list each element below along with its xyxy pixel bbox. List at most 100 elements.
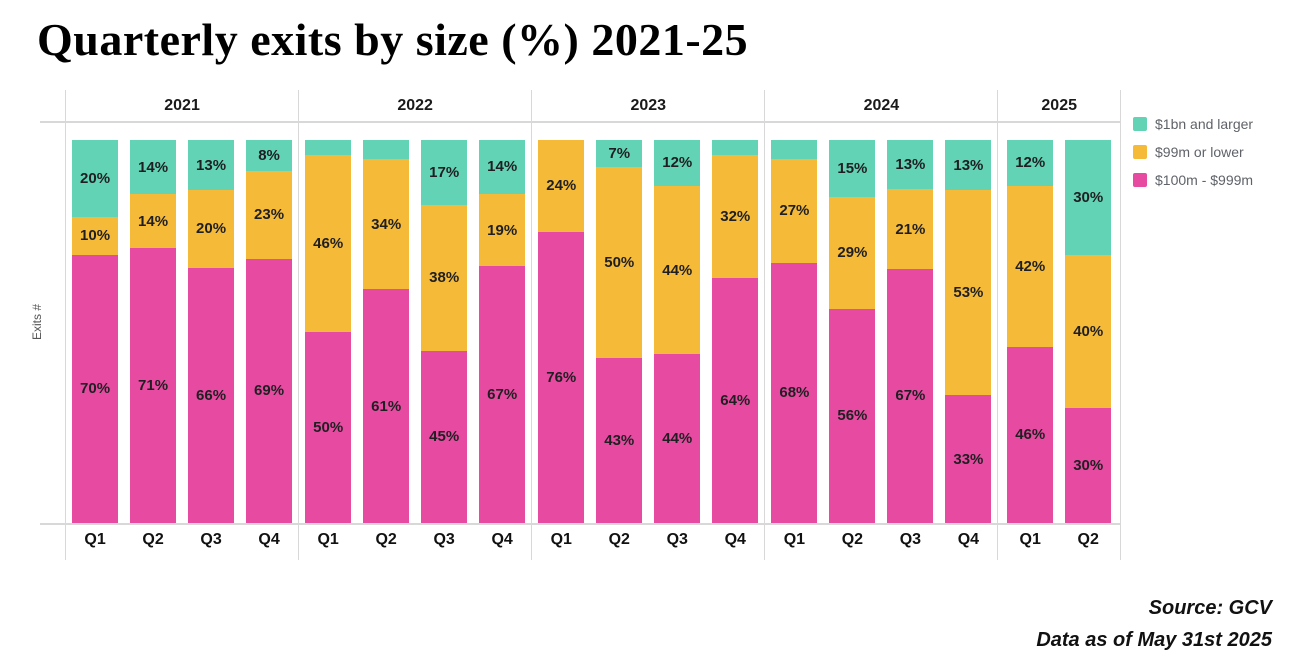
segment-value-label: 45% — [429, 428, 460, 446]
quarter-column: 12% 42% 46% Q1 — [1007, 140, 1054, 560]
bar-segment — [363, 140, 410, 160]
segment-value-label: 50% — [604, 254, 635, 272]
quarter-column: 13% 20% 66% Q3 — [188, 140, 235, 560]
quarter-axis-label: Q4 — [258, 531, 280, 548]
segment-value-label: 68% — [779, 384, 810, 402]
quarter-axis-label: Q1 — [1019, 531, 1041, 548]
bar-segment: 70% — [72, 254, 119, 523]
legend-label: $99m or lower — [1155, 144, 1244, 160]
header-gridline — [40, 121, 1121, 123]
group-columns: 12% 42% 46% Q1 30% 40% 30% Q2 — [998, 122, 1120, 560]
bar-segment: 69% — [246, 258, 293, 523]
quarter-column: 27% 68% Q1 — [771, 140, 818, 560]
bar-segment — [305, 140, 352, 156]
bar-segment: 12% — [1007, 140, 1054, 186]
segment-value-label: 40% — [1073, 323, 1104, 340]
segment-value-label: 70% — [80, 380, 111, 398]
bar-segment: 23% — [246, 170, 293, 259]
segment-value-label: 19% — [487, 221, 518, 239]
bar-segment: 33% — [945, 395, 992, 524]
bar-segment: 45% — [421, 350, 468, 523]
quarter-column: 46% 50% Q1 — [305, 140, 352, 560]
stacked-bar-2024-Q1: 27% 68% — [771, 140, 818, 523]
quarter-column: 30% 40% 30% Q2 — [1065, 140, 1112, 560]
bar-segment: 10% — [72, 216, 119, 255]
year-axis-label: 2025 — [1041, 97, 1077, 114]
bar-segment: 20% — [72, 140, 119, 217]
source-line-2: Data as of May 31st 2025 — [1036, 629, 1272, 651]
stacked-bar-2021-Q1: 20% 10% 70% — [72, 140, 119, 523]
group-columns: 20% 10% 70% Q1 14% 14% 71% Q2 13% 20% 66% Q3 8% 23% 69… — [66, 122, 298, 560]
segment-value-label: 38% — [429, 269, 460, 287]
segment-value-label: 12% — [1015, 154, 1046, 172]
stacked-bar-2021-Q2: 14% 14% 71% — [130, 140, 177, 523]
bar-segment: 50% — [596, 166, 643, 359]
bar-segment: 64% — [712, 277, 759, 523]
segment-value-label: 8% — [258, 146, 280, 164]
segment-value-label: 67% — [895, 387, 926, 405]
stacked-bar-2023-Q3: 12% 44% 44% — [654, 140, 701, 523]
segment-value-label: 50% — [313, 418, 344, 436]
quarter-axis-label: Q4 — [724, 531, 746, 548]
stacked-bar-2025-Q2: 30% 40% 30% — [1065, 140, 1112, 524]
quarter-axis-label: Q2 — [841, 531, 864, 548]
quarter-axis-label: Q3 — [666, 531, 688, 548]
bar-segment: 42% — [1007, 185, 1054, 347]
bar-segment: 38% — [421, 205, 468, 351]
bar-segment: 13% — [188, 140, 235, 191]
segment-value-label: 46% — [1015, 426, 1046, 444]
year-group-2021: 2021 20% 10% 70% Q1 14% 14% 71% Q2 13% 20% 66% Q3 8% 2… — [65, 90, 298, 560]
quarter-axis-label: Q2 — [1077, 531, 1099, 548]
bar-segment: 32% — [712, 155, 759, 278]
year-axis-label: 2022 — [397, 97, 433, 114]
legend-swatch-teal-icon — [1133, 117, 1147, 131]
segment-value-label: 71% — [138, 377, 169, 395]
year-axis-label: 2024 — [863, 97, 900, 114]
segment-value-label: 46% — [313, 234, 344, 252]
bar-segment: 27% — [771, 159, 818, 263]
legend-swatch-pink-icon — [1133, 173, 1147, 187]
quarter-column: 32% 64% Q4 — [712, 140, 759, 560]
year-group-2022: 2022 46% 50% Q1 34% 61% Q2 17% 38% 45% Q3 14% 19% 67%… — [298, 90, 531, 560]
stacked-bar-2024-Q2: 15% 29% 56% — [829, 140, 876, 523]
segment-value-label: 12% — [662, 154, 693, 172]
segment-value-label: 27% — [779, 202, 810, 220]
stacked-bar-2021-Q4: 8% 23% 69% — [246, 140, 293, 523]
quarter-axis-label: Q1 — [317, 531, 339, 548]
bar-segment: 40% — [1065, 254, 1112, 409]
bar-segment: 71% — [130, 248, 177, 523]
segment-value-label: 44% — [662, 261, 693, 279]
segment-value-label: 30% — [1073, 457, 1104, 475]
year-group-2024: 2024 27% 68% Q1 15% 29% 56% Q2 13% 21% 67% Q3 13% 53%… — [764, 90, 997, 560]
source-attribution: Source: GCV Data as of May 31st 2025 — [1036, 592, 1272, 656]
year-axis-label: 2021 — [164, 97, 200, 114]
segment-value-label: 13% — [953, 156, 984, 174]
segment-value-label: 21% — [895, 220, 926, 238]
source-line-1: Source: GCV — [1148, 597, 1272, 619]
segment-value-label: 15% — [837, 160, 868, 178]
quarter-column: 13% 53% 33% Q4 — [945, 140, 992, 560]
quarter-column: 14% 19% 67% Q4 — [479, 140, 526, 560]
bar-segment — [712, 140, 759, 156]
segment-value-label: 14% — [138, 158, 169, 176]
bar-segment: 30% — [1065, 140, 1112, 255]
segment-value-label: 56% — [837, 407, 868, 425]
bar-segment: 17% — [421, 140, 468, 206]
bar-segment: 13% — [887, 140, 934, 190]
segment-value-label: 43% — [604, 432, 635, 450]
bar-segment: 44% — [654, 354, 701, 523]
group-columns: 24% 76% Q1 7% 50% 43% Q2 12% 44% 44% Q3 32% 64% Q4 — [532, 122, 764, 560]
bar-segment: 15% — [829, 140, 876, 198]
bar-segment: 50% — [305, 331, 352, 523]
segment-value-label: 66% — [196, 386, 227, 404]
legend-label: $1bn and larger — [1155, 116, 1254, 132]
group-columns: 46% 50% Q1 34% 61% Q2 17% 38% 45% Q3 14% 19% 67% Q4 — [299, 122, 531, 560]
stacked-bar-2023-Q4: 32% 64% — [712, 140, 759, 523]
bar-segment: 34% — [363, 159, 410, 290]
quarter-axis-label: Q3 — [899, 531, 922, 548]
segment-value-label: 20% — [196, 220, 227, 238]
chart-plot-area: 2021 20% 10% 70% Q1 14% 14% 71% Q2 13% 20% 66% Q3 8% 2… — [65, 90, 1121, 560]
stacked-bar-2022-Q1: 46% 50% — [305, 140, 352, 523]
stacked-bar-2021-Q3: 13% 20% 66% — [188, 140, 235, 523]
bar-segment: 56% — [829, 308, 876, 523]
